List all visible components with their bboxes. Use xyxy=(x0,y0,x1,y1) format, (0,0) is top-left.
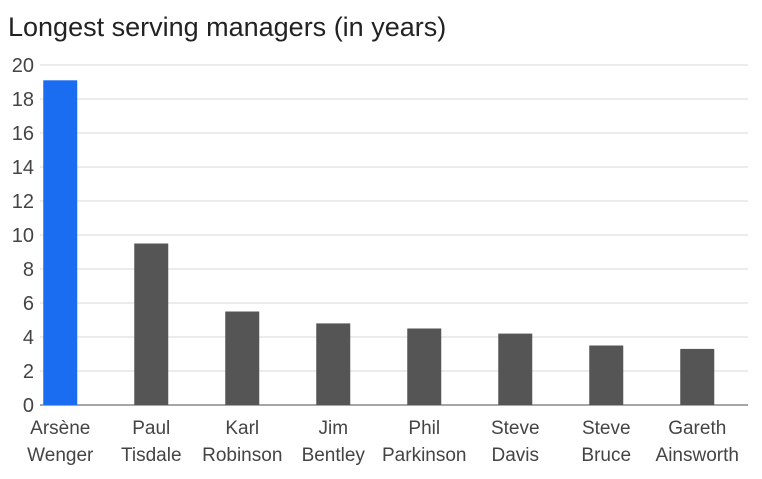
bar-3 xyxy=(316,323,351,405)
x-tick-label: Parkinson xyxy=(382,445,467,466)
x-tick-label: Bentley xyxy=(302,445,366,466)
x-tick-label: Bruce xyxy=(581,445,631,466)
bar-6 xyxy=(589,345,624,405)
y-tick-label: 6 xyxy=(23,293,34,315)
y-tick-label: 20 xyxy=(12,55,34,77)
x-tick-label: Wenger xyxy=(27,445,94,466)
y-tick-label: 2 xyxy=(23,361,34,383)
x-tick-label: Jim xyxy=(318,418,348,439)
x-tick-label: Arsène xyxy=(30,418,90,439)
bar-1 xyxy=(134,243,169,405)
y-tick-label: 14 xyxy=(12,157,34,179)
x-tick-label: Gareth xyxy=(668,418,726,439)
x-tick-label: Karl xyxy=(225,418,259,439)
bar-4 xyxy=(407,328,442,405)
x-tick-label: Ainsworth xyxy=(656,445,739,466)
y-tick-label: 0 xyxy=(23,395,34,417)
x-tick-label: Steve xyxy=(491,418,540,439)
x-tick-label: Robinson xyxy=(202,445,282,466)
chart-title: Longest serving managers (in years) xyxy=(8,12,447,42)
bar-5 xyxy=(498,333,533,405)
x-tick-label: Phil xyxy=(408,418,440,439)
bar-0 xyxy=(43,80,78,406)
bar-2 xyxy=(225,311,260,405)
y-tick-label: 8 xyxy=(23,259,34,281)
y-tick-label: 12 xyxy=(12,191,34,213)
x-tick-label: Tisdale xyxy=(121,445,182,466)
y-tick-label: 16 xyxy=(12,123,34,145)
x-tick-label: Paul xyxy=(132,418,170,439)
x-tick-label: Davis xyxy=(491,445,539,466)
y-tick-label: 10 xyxy=(12,225,34,247)
bar-7 xyxy=(680,348,715,405)
y-tick-label: 18 xyxy=(12,89,34,111)
y-tick-label: 4 xyxy=(23,327,34,349)
x-tick-label: Steve xyxy=(582,418,631,439)
